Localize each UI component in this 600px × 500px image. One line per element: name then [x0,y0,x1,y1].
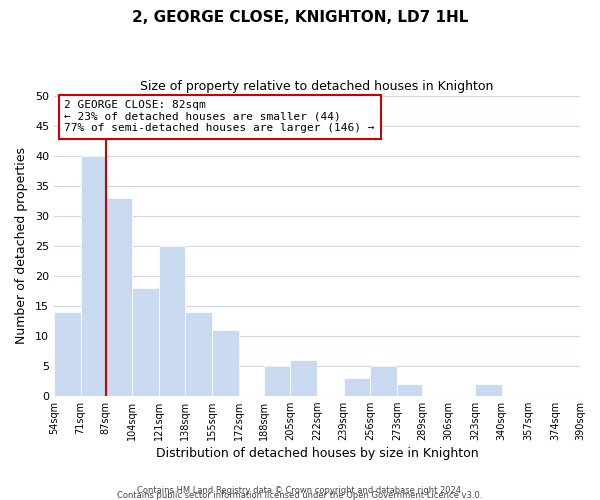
X-axis label: Distribution of detached houses by size in Knighton: Distribution of detached houses by size … [155,447,478,460]
Bar [212,330,239,396]
Y-axis label: Number of detached properties: Number of detached properties [15,147,28,344]
Bar [397,384,422,396]
Title: Size of property relative to detached houses in Knighton: Size of property relative to detached ho… [140,80,494,93]
Bar [290,360,317,396]
Text: 2, GEORGE CLOSE, KNIGHTON, LD7 1HL: 2, GEORGE CLOSE, KNIGHTON, LD7 1HL [132,10,468,25]
Bar [106,198,132,396]
Bar [80,156,106,396]
Bar [159,246,185,396]
Text: 2 GEORGE CLOSE: 82sqm
← 23% of detached houses are smaller (44)
77% of semi-deta: 2 GEORGE CLOSE: 82sqm ← 23% of detached … [64,100,375,134]
Text: Contains public sector information licensed under the Open Government Licence v3: Contains public sector information licen… [118,491,482,500]
Bar [264,366,290,396]
Text: Contains HM Land Registry data © Crown copyright and database right 2024.: Contains HM Land Registry data © Crown c… [137,486,463,495]
Bar [475,384,502,396]
Bar [54,312,80,396]
Bar [132,288,159,396]
Bar [370,366,397,396]
Bar [344,378,370,396]
Bar [185,312,212,396]
